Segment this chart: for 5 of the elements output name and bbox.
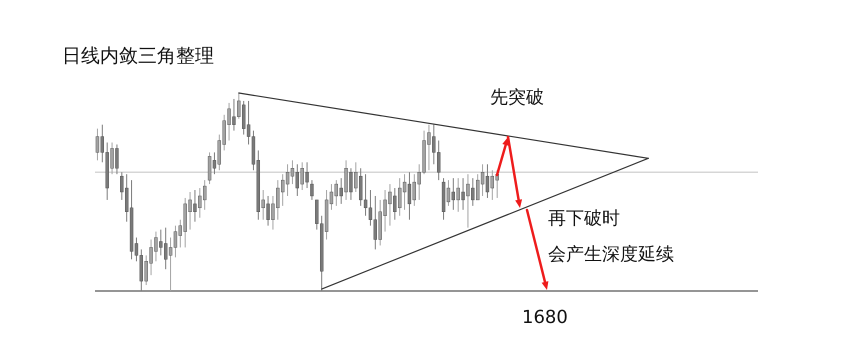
annotation: 1680 bbox=[522, 307, 568, 328]
annotation: 会产生深度延续 bbox=[548, 244, 674, 265]
annotation: 先突破 bbox=[490, 87, 544, 108]
title: 日线内敛三角整理 bbox=[62, 45, 214, 67]
annotation: 再下破时 bbox=[548, 208, 620, 229]
